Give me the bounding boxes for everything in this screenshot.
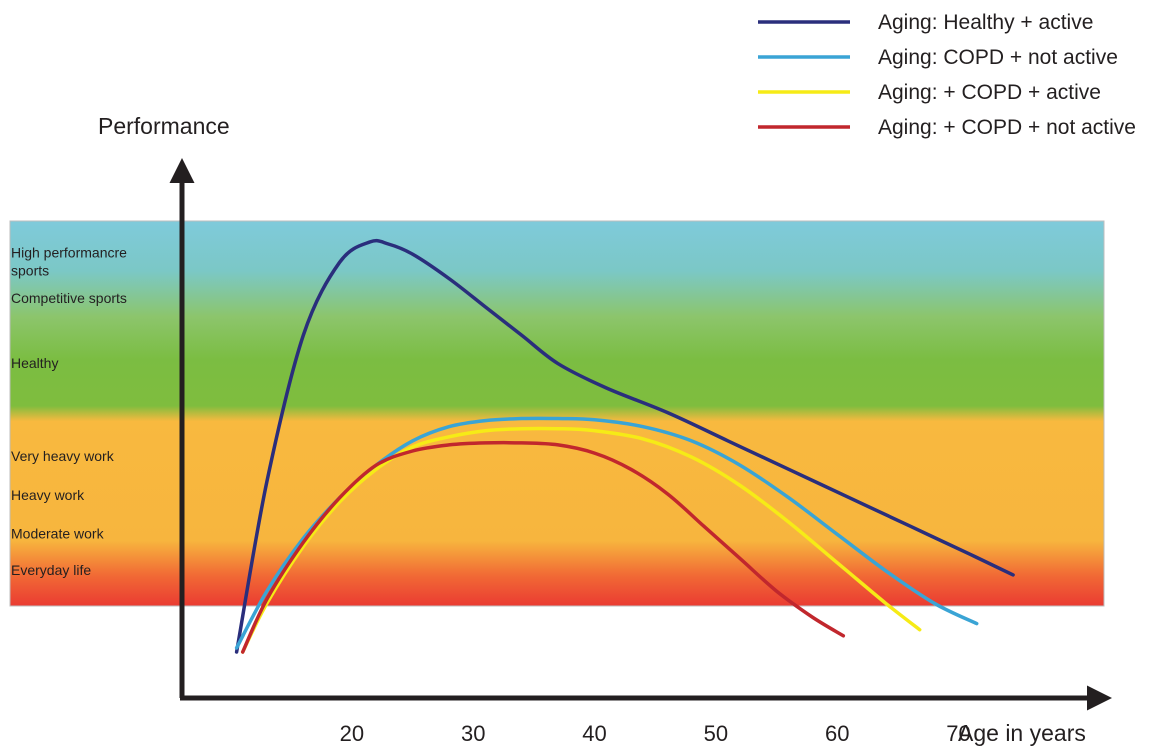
legend-label-3: Aging: + COPD + active: [878, 81, 1101, 104]
legend-label-2: Aging: COPD + not active: [878, 46, 1118, 69]
series-line-4: [240, 440, 846, 654]
legend-label-1: Aging: Healthy + active: [878, 11, 1093, 34]
legend-label-4: Aging: + COPD + not active: [878, 116, 1136, 139]
x-tick-50: 50: [704, 721, 728, 746]
band-label-3: Healthy: [11, 355, 58, 371]
band-label-1: High performancre sports: [11, 244, 127, 278]
x-axis-label: Age in years: [958, 720, 1086, 746]
legend: Aging: Healthy + active Aging: COPD + not…: [758, 11, 1136, 139]
x-tick-20: 20: [340, 721, 364, 746]
band-label-5: Heavy work: [11, 487, 85, 503]
series-lines: [234, 238, 1015, 654]
band-labels: High performancre sports Competitive sport…: [11, 244, 127, 578]
performance-zone-background: [9, 220, 1105, 607]
band-label-6: Moderate work: [11, 525, 105, 541]
series-line-1: [234, 238, 1015, 654]
band-label-4: Very heavy work: [11, 448, 115, 464]
x-tick-labels: 20 30 40 50 60 70: [340, 721, 971, 746]
x-tick-40: 40: [582, 721, 606, 746]
x-tick-30: 30: [461, 721, 485, 746]
y-axis-label: Performance: [98, 113, 230, 139]
band-label-7: Everyday life: [11, 562, 91, 578]
band-label-2: Competitive sports: [11, 290, 127, 306]
series-line-3: [240, 426, 922, 654]
x-tick-60: 60: [825, 721, 849, 746]
x-tick-70: 70: [946, 721, 970, 746]
